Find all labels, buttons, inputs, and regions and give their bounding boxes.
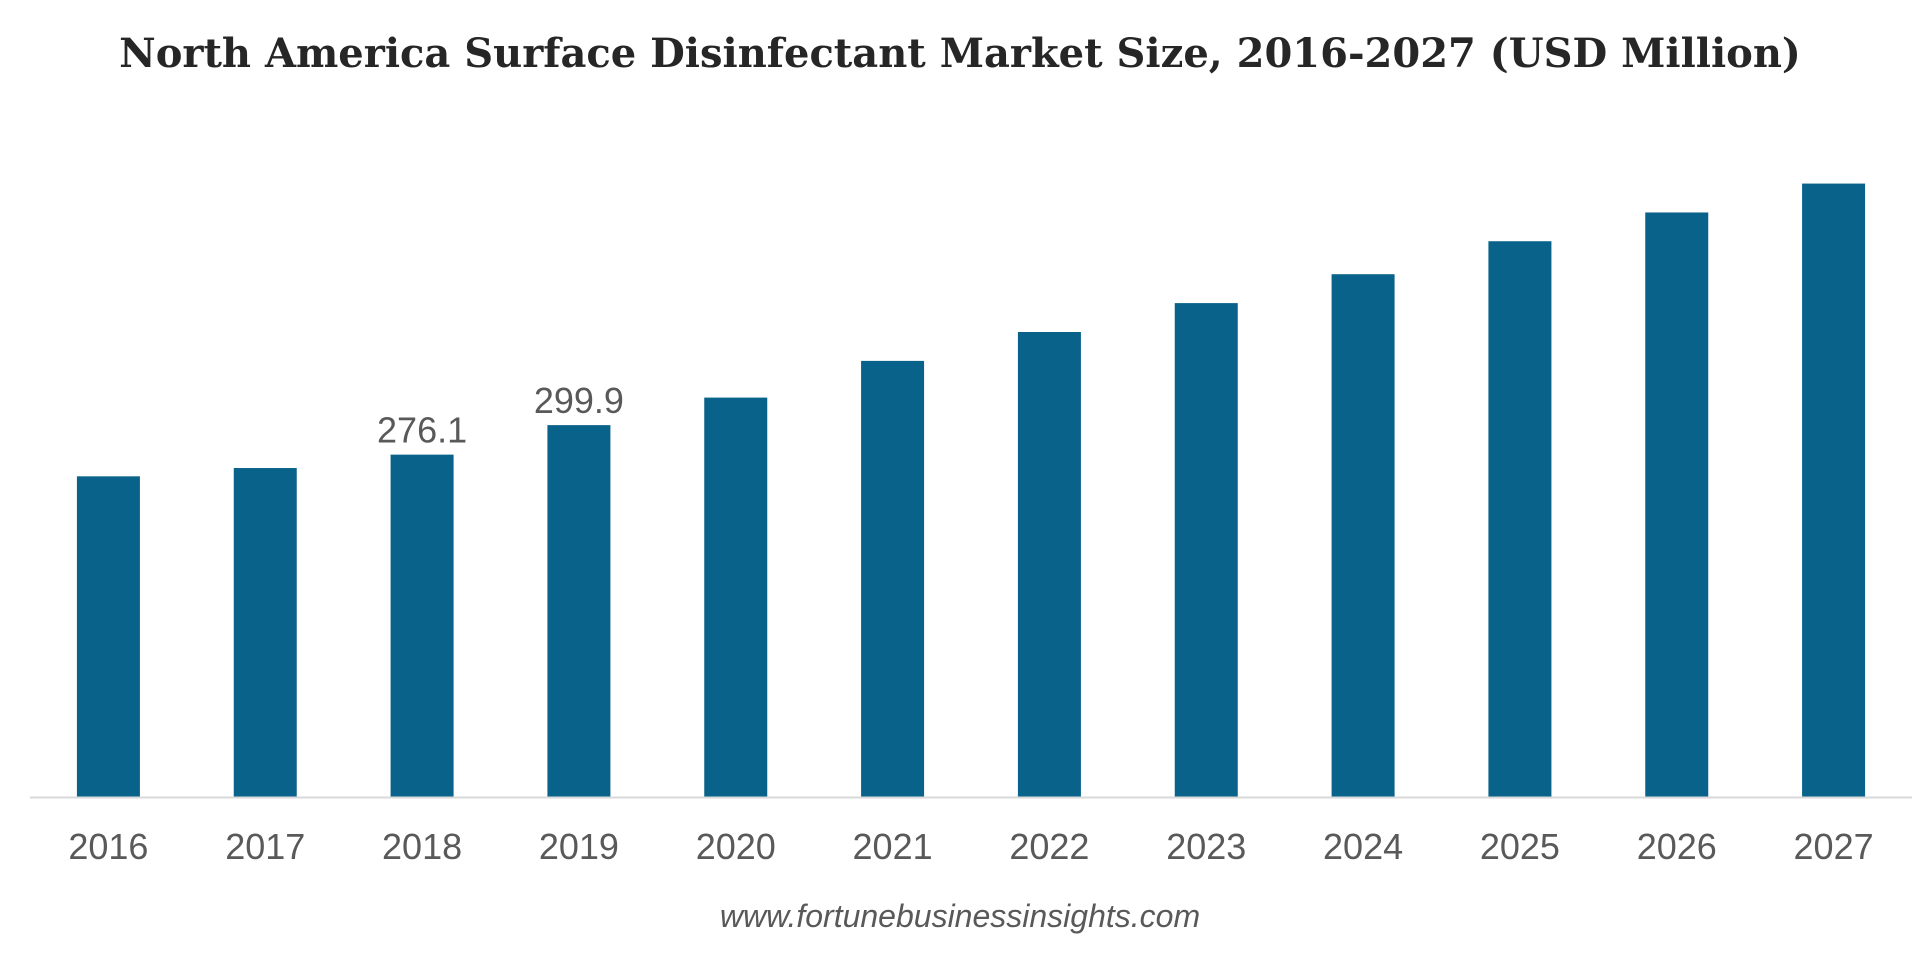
bar-2017 — [233, 468, 297, 797]
bar-2020 — [704, 397, 768, 797]
x-tick-2017: 2017 — [225, 826, 305, 867]
bar-2025 — [1488, 241, 1552, 797]
x-tick-2027: 2027 — [1794, 826, 1874, 867]
bar-2026 — [1645, 212, 1709, 798]
data-labels: 276.1 299.9 — [377, 380, 624, 451]
x-tick-2025: 2025 — [1480, 826, 1560, 867]
data-label-2019: 299.9 — [534, 380, 624, 421]
data-label-2018: 276.1 — [377, 410, 467, 451]
x-tick-2019: 2019 — [539, 826, 619, 867]
x-tick-2026: 2026 — [1637, 826, 1717, 867]
x-tick-2022: 2022 — [1009, 826, 1089, 867]
bar-2016 — [76, 476, 140, 797]
bar-2023 — [1174, 303, 1238, 797]
source-watermark: www.fortunebusinessinsights.com — [719, 898, 1201, 934]
bar-2019 — [547, 425, 611, 797]
x-tick-2016: 2016 — [68, 826, 148, 867]
x-tick-labels: 2016 2017 2018 2019 2020 2021 2022 2023 2024 2025… — [68, 826, 1873, 867]
x-tick-2024: 2024 — [1323, 826, 1403, 867]
bar-2018 — [390, 454, 454, 797]
x-tick-2023: 2023 — [1166, 826, 1246, 867]
x-tick-2018: 2018 — [382, 826, 462, 867]
bar-2027 — [1802, 183, 1866, 797]
bar-2022 — [1017, 332, 1081, 797]
chart-title: North America Surface Disinfectant Marke… — [119, 30, 1801, 77]
bar-2021 — [861, 360, 925, 797]
x-tick-2021: 2021 — [853, 826, 933, 867]
bar-2024 — [1331, 274, 1395, 797]
x-tick-2020: 2020 — [696, 826, 776, 867]
bars-group — [76, 183, 1866, 798]
